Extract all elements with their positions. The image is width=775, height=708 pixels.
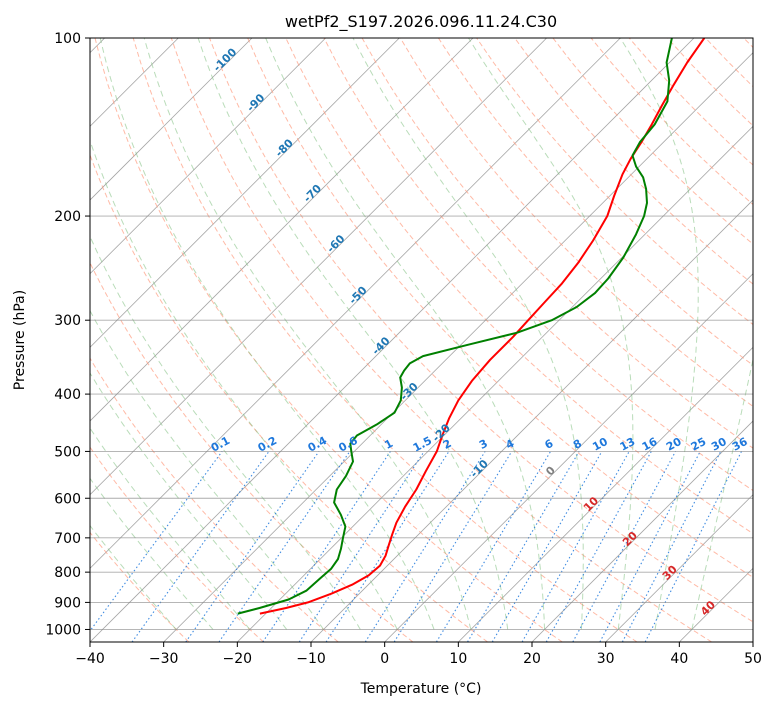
x-tick-label: −10 [296,651,326,667]
x-tick-label: 40 [670,651,688,667]
y-axis-label: Pressure (hPa) [12,290,28,390]
moist-adiabat [90,427,251,630]
x-tick-label: 30 [597,651,615,667]
isotherm-line [458,346,753,642]
plot-background [90,38,753,642]
isotherm-line [163,52,753,642]
x-tick-label: 0 [380,651,389,667]
isotherm-line [605,494,753,642]
plot-frame [89,37,754,643]
moist-adiabat [90,309,324,630]
x-tick-label: −20 [223,651,253,667]
dry-adiabat [90,261,414,642]
moist-adiabat [352,38,584,630]
isotherm-line [90,38,253,201]
moist-adiabat [90,235,361,630]
mixing-ratio-line [572,451,677,642]
mixing-ratio-line [218,451,351,642]
isotherm-line [531,420,753,642]
moist-adiabat [691,356,753,630]
dry-adiabat [399,38,753,408]
isotherm-line [90,38,695,642]
profile-series [237,38,706,615]
mixing-ratio-line [364,451,486,642]
mixing-ratio-line [521,451,630,642]
y-tick-label: 200 [54,209,81,225]
mixing-ratio-label: 10 [590,435,610,454]
moist-adiabat [90,477,214,630]
mixing-ratio-label: 13 [618,435,638,454]
mixing-ratio-line [545,451,652,642]
x-tick-label: 20 [523,651,541,667]
isotherm-line [90,38,400,348]
isotherm-line [752,641,753,642]
x-tick-label: 10 [449,651,467,667]
x-tick-label: 50 [744,651,762,667]
moist-adiabat [90,524,177,630]
moist-adiabat [468,38,634,630]
moist-adiabat [90,372,288,630]
dry-adiabat [90,446,264,642]
moist-adiabat [143,38,472,630]
chart-title: wetPf2_S197.2026.096.11.24.C30 [285,12,557,32]
x-tick-label: −40 [75,651,105,667]
x-tick-label: −30 [149,651,179,667]
isobar-lines [90,38,753,630]
x-axis-ticks: −40 −30 −20 −10 0 10 20 30 40 50 [75,642,762,667]
mixing-ratio-line [467,451,580,642]
y-axis-ticks: 100 200 300 400 500 600 700 800 900 1000 [45,31,90,638]
y-tick-label: 600 [54,491,81,507]
isotherm-line [384,273,753,642]
y-tick-label: 1000 [45,622,81,638]
y-tick-label: 800 [54,565,81,581]
y-tick-label: 700 [54,531,81,547]
dry-adiabat [90,153,488,642]
dry-adiabat [90,531,190,642]
dry-adiabat [132,38,638,642]
moist-adiabat [197,38,509,630]
isotherm-line [237,125,753,642]
mixing-ratio-line [185,451,320,642]
mixing-ratio-line [90,451,223,632]
dry-adiabat [323,38,753,492]
isotherm-line [90,38,474,422]
moist-adiabat [90,139,398,630]
dry-adiabat [514,38,753,285]
y-tick-label: 400 [54,387,81,403]
mixing-ratio-line [435,451,552,642]
moist-adiabat [99,38,435,630]
dewpoint-profile [237,38,673,615]
mixing-ratio-label: 16 [640,435,660,454]
y-tick-label: 100 [54,31,81,47]
moist-adiabat [265,38,545,630]
mixing-ratio-label: 36 [730,435,750,454]
mixing-ratio-line [393,451,513,642]
y-tick-label: 900 [54,595,81,611]
dry-adiabat [437,38,753,366]
dry-adiabat [170,38,712,642]
isotherm-line [90,38,547,496]
mixing-ratio-label: 20 [664,435,684,454]
isotherm-line [90,38,621,569]
x-axis-label: Temperature (°C) [360,681,482,697]
mixing-ratio-line [131,451,270,642]
y-tick-label: 300 [54,313,81,329]
isotherm-line [90,38,326,275]
mixing-ratio-label: 30 [709,435,729,454]
background-lines [90,38,753,642]
moist-adiabat [619,38,699,630]
dry-adiabat [90,357,339,642]
mixing-ratio-label: 25 [689,435,709,454]
dry-adiabat [94,38,563,642]
y-tick-label: 500 [54,444,81,460]
dry-adiabat [209,38,753,623]
dry-adiabat [247,38,753,578]
mixing-ratio-line [491,451,603,642]
